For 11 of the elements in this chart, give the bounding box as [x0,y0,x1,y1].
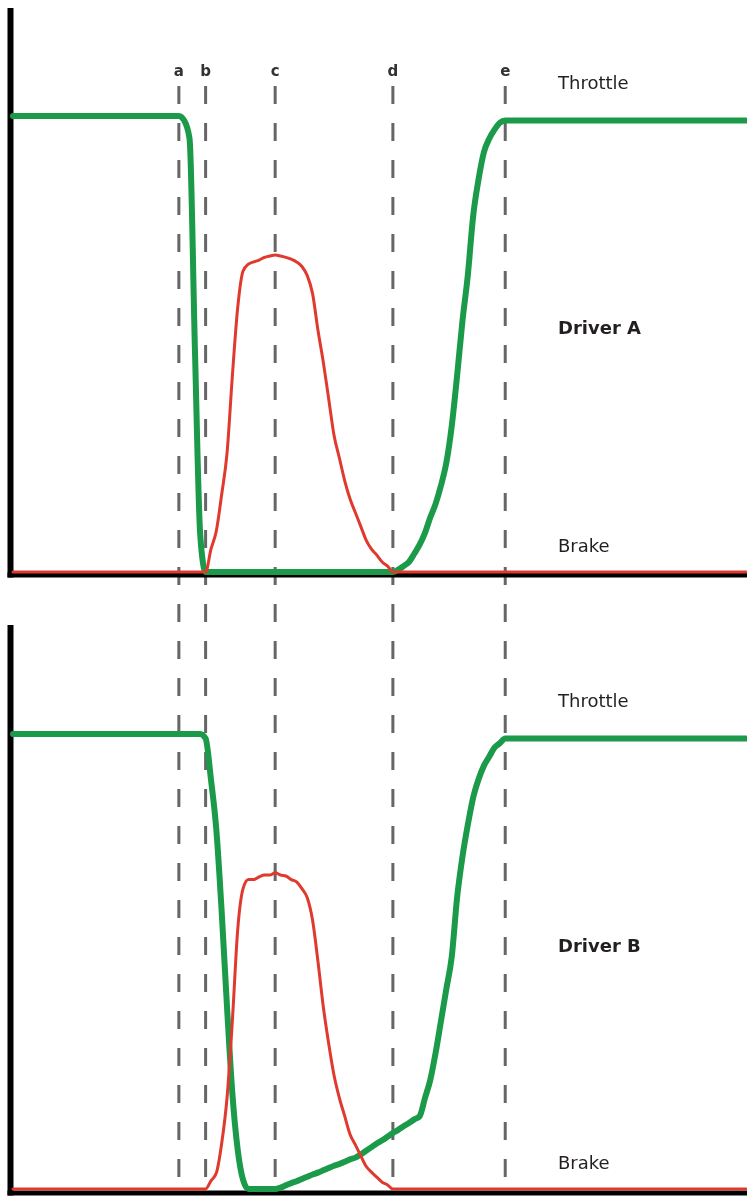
x-tick-label: c [270,62,280,80]
x-tick-label: e [500,62,511,80]
text: Driver A [558,317,642,338]
series-label: Throttle [557,71,629,93]
series-label: Brake [558,535,610,556]
text: Driver B [558,934,641,956]
x-tick-label: a [173,62,184,80]
x-tick-label: b [200,62,212,80]
series-label: Throttle [557,689,629,711]
x-tick-label: d [387,62,399,80]
series-label: Brake [558,1152,610,1173]
